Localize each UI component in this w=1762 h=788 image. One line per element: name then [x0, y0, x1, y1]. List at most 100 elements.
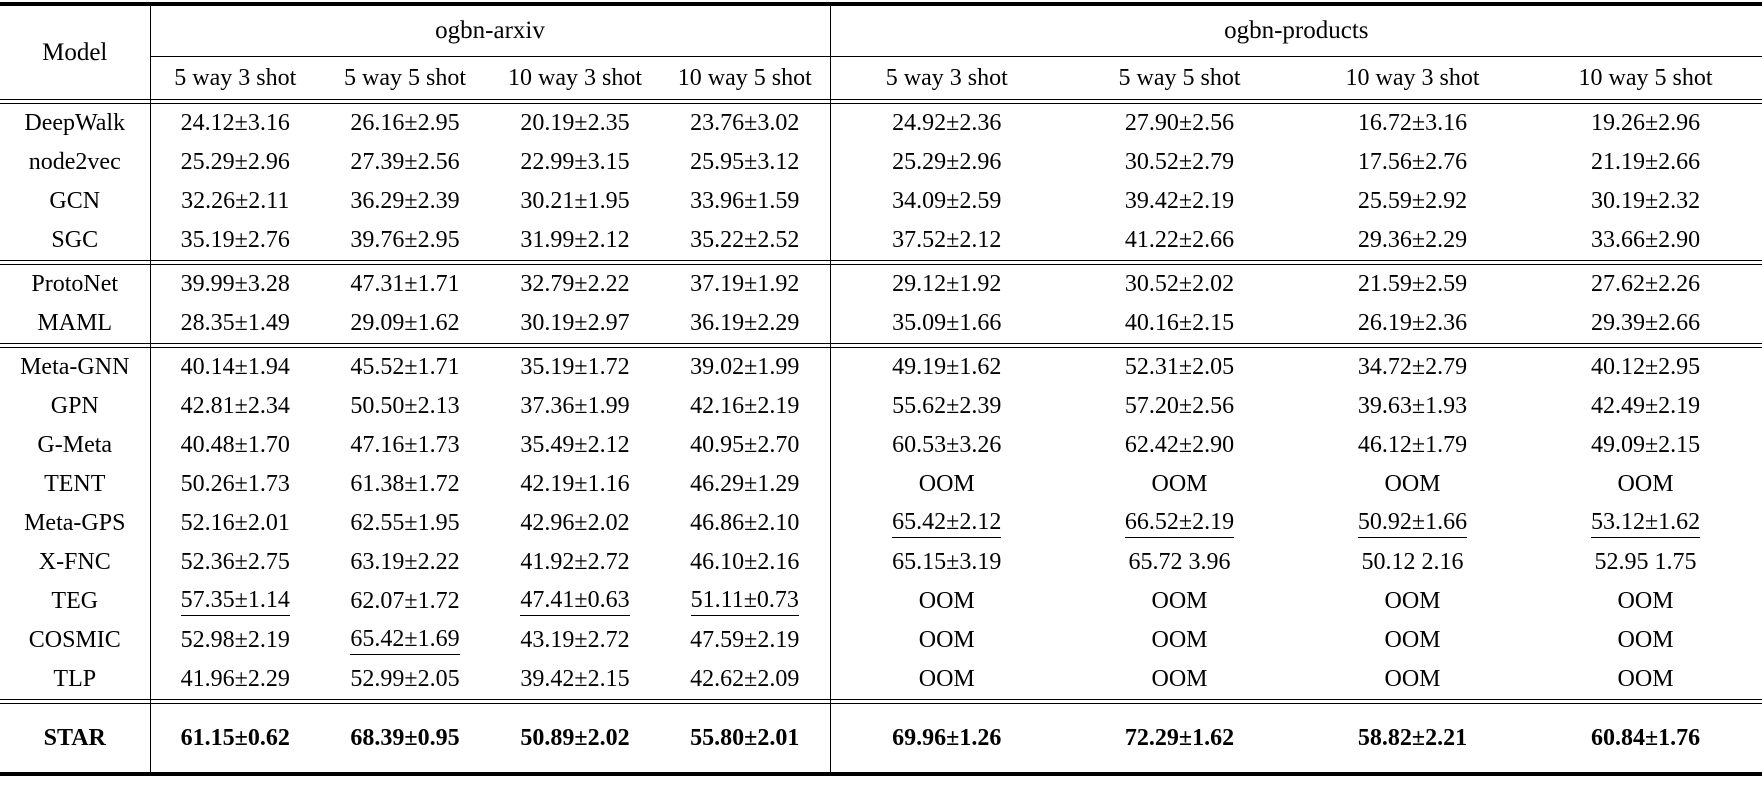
score-cell: 42.96±2.02 — [520, 510, 630, 536]
score-cell: 40.12±2.95 — [1590, 354, 1701, 380]
group-header-ogbn-products: ogbn-products — [830, 4, 1762, 57]
score-cell: 21.59±2.59 — [1357, 271, 1468, 297]
score-cell: 35.19±2.76 — [180, 227, 290, 253]
model-column-header: Model — [0, 4, 151, 100]
score-cell: 29.09±1.62 — [350, 310, 460, 336]
score-cell: OOM — [1617, 666, 1674, 692]
score-cell: 39.63±1.93 — [1357, 393, 1468, 419]
score-cell: 41.22±2.66 — [1124, 227, 1235, 253]
table-row-meta-gnn: Meta-GNN 40.14±1.94 45.52±1.71 35.19±1.72 39… — [0, 347, 1762, 387]
score-cell: 30.52±2.02 — [1124, 271, 1235, 297]
score-cell: OOM — [829, 621, 1064, 660]
score-cell: 46.12±1.79 — [1357, 432, 1468, 458]
score-cell: OOM — [1617, 627, 1674, 653]
score-cell: 60.84±1.76 — [1590, 724, 1701, 751]
score-cell: 52.95 1.75 — [1594, 549, 1697, 575]
table-row-node2vec: node2vec 25.29±2.96 27.39±2.56 22.99±3.15 25… — [0, 143, 1762, 182]
score-cell: 50.89±2.02 — [520, 724, 630, 751]
score-cell: 25.95±3.12 — [690, 149, 800, 175]
score-cell: 21.19±2.66 — [1590, 149, 1701, 175]
score-cell: OOM — [1384, 666, 1441, 692]
score-cell: OOM — [1151, 471, 1208, 497]
score-cell: OOM — [829, 582, 1064, 621]
table-row-meta-gps: Meta-GPS 52.16±2.01 62.55±1.95 42.96±2.02 46… — [0, 504, 1762, 543]
score-cell: 50.50±2.13 — [350, 393, 460, 419]
column-header-products-10way3shot: 10 way 3 shot — [1345, 64, 1480, 91]
score-cell: 29.12±1.92 — [829, 264, 1064, 304]
score-cell: 16.72±3.16 — [1357, 110, 1468, 136]
score-cell: 39.42±2.19 — [1124, 188, 1235, 214]
subheader-row: 5 way 3 shot 5 way 5 shot 10 way 3 shot … — [0, 56, 1762, 100]
model-name-cell: STAR — [0, 703, 151, 774]
score-cell: 49.19±1.62 — [829, 347, 1064, 387]
score-cell: 61.15±0.62 — [180, 724, 290, 751]
table-header: Model ogbn-arxiv ogbn-products 5 way 3 s… — [0, 4, 1762, 100]
score-cell: 52.31±2.05 — [1124, 354, 1235, 380]
divider-segment — [829, 260, 1762, 265]
group-header-row: Model ogbn-arxiv ogbn-products — [0, 4, 1762, 100]
table-row-deepwalk: DeepWalk 24.12±3.16 26.16±2.95 20.19±2.35 23… — [0, 103, 1762, 143]
table-row-g-meta: G-Meta 40.48±1.70 47.16±1.73 35.49±2.12 40.9… — [0, 426, 1762, 465]
score-cell: 30.21±1.95 — [520, 188, 630, 214]
score-cell: OOM — [1384, 588, 1441, 614]
score-cell: 47.31±1.71 — [350, 271, 460, 297]
score-cell: OOM — [1151, 588, 1208, 614]
score-cell: 25.29±2.96 — [180, 149, 290, 175]
score-cell: 65.42±2.12 — [829, 504, 1064, 543]
score-cell: 43.19±2.72 — [520, 627, 630, 653]
model-name-cell: ProtoNet — [0, 264, 151, 304]
score-cell: 47.41±0.63 — [490, 582, 660, 621]
score-cell: 57.35±1.14 — [150, 582, 320, 621]
score-cell: 30.19±2.97 — [520, 310, 630, 336]
score-cell: 41.92±2.72 — [520, 549, 630, 575]
score-cell: 68.39±0.95 — [350, 724, 460, 751]
score-cell: 42.81±2.34 — [180, 393, 290, 419]
score-cell: 50.26±1.73 — [180, 471, 290, 497]
score-cell: 42.49±2.19 — [1590, 393, 1701, 419]
second-best-underlined-value: 53.12±1.62 — [1590, 509, 1701, 539]
model-name-cell: DeepWalk — [0, 103, 151, 143]
model-name-cell: TEG — [0, 582, 151, 621]
model-name-cell: COSMIC — [0, 621, 151, 660]
score-cell: 42.19±1.16 — [520, 471, 630, 497]
model-name-cell: Meta-GPS — [0, 504, 151, 543]
second-best-underlined-value: 66.52±2.19 — [1124, 509, 1235, 539]
section-divider — [0, 99, 1762, 104]
model-name-cell: GCN — [0, 182, 151, 221]
score-cell: 32.79±2.22 — [520, 271, 630, 297]
score-cell: 65.42±1.69 — [320, 621, 490, 660]
section-divider — [0, 260, 1762, 265]
second-best-underlined-value: 51.11±0.73 — [690, 587, 799, 617]
divider-segment — [150, 260, 831, 265]
divider-segment — [829, 699, 1762, 704]
model-name-cell: MAML — [0, 304, 151, 344]
score-cell: 46.10±2.16 — [690, 549, 800, 575]
score-cell: 55.80±2.01 — [690, 724, 800, 751]
score-cell: 39.42±2.15 — [520, 666, 630, 692]
score-cell: 40.14±1.94 — [180, 354, 290, 380]
score-cell: 41.96±2.29 — [180, 666, 290, 692]
table-row-x-fnc: X-FNC 52.36±2.75 63.19±2.22 41.92±2.72 46.10… — [0, 543, 1762, 582]
score-cell: 62.07±1.72 — [350, 588, 460, 614]
score-cell: 50.12 2.16 — [1361, 549, 1464, 575]
score-cell: 51.11±0.73 — [660, 582, 830, 621]
score-cell: OOM — [1617, 471, 1674, 497]
score-cell: 61.38±1.72 — [350, 471, 460, 497]
score-cell: 58.82±2.21 — [1357, 724, 1468, 751]
group-header-ogbn-arxiv: ogbn-arxiv — [150, 4, 831, 57]
score-cell: 33.66±2.90 — [1590, 227, 1701, 253]
score-cell: 27.90±2.56 — [1124, 110, 1235, 136]
table-body: DeepWalk 24.12±3.16 26.16±2.95 20.19±2.35 23… — [0, 99, 1762, 774]
table-row-sgc: SGC 35.19±2.76 39.76±2.95 31.99±2.12 35.22±2… — [0, 221, 1762, 261]
score-cell: 57.20±2.56 — [1124, 393, 1235, 419]
score-cell: 65.72 3.96 — [1128, 549, 1231, 575]
score-cell: 36.29±2.39 — [350, 188, 460, 214]
score-cell: 46.86±2.10 — [690, 510, 800, 536]
score-cell: 30.19±2.32 — [1590, 188, 1701, 214]
score-cell: OOM — [829, 465, 1064, 504]
score-cell: 23.76±3.02 — [690, 110, 800, 136]
model-name-cell: SGC — [0, 221, 151, 261]
score-cell: OOM — [1151, 666, 1208, 692]
score-cell: 62.42±2.90 — [1124, 432, 1235, 458]
divider-segment — [150, 699, 831, 704]
